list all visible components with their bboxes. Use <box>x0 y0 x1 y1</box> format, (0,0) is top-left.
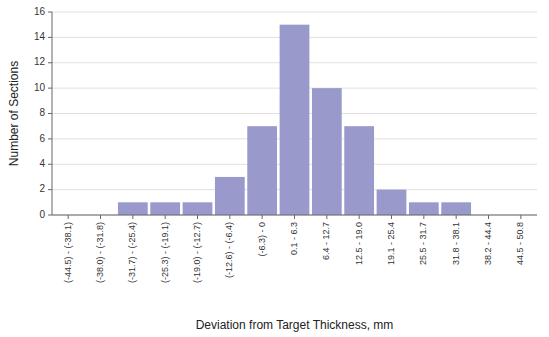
tick-mark <box>456 215 457 219</box>
tick-mark <box>100 215 101 219</box>
tick-mark <box>48 164 52 165</box>
tick-mark <box>48 62 52 63</box>
bar <box>150 202 180 215</box>
bar <box>215 177 245 215</box>
bar <box>280 25 310 215</box>
tick-label: 6 <box>39 133 45 144</box>
bar <box>409 202 439 215</box>
tick-label: (-6.3) - 0 <box>257 222 267 257</box>
tick-mark <box>423 215 424 219</box>
tick-label: 12 <box>34 56 46 67</box>
bar <box>377 190 407 215</box>
tick-mark <box>48 12 52 13</box>
grid-line <box>52 12 537 13</box>
tick-label: 19.1 - 25.4 <box>386 222 396 265</box>
y-axis-line <box>52 12 53 215</box>
tick-mark <box>262 215 263 219</box>
y-axis: 0 2 4 6 8 10 12 14 16 <box>34 6 52 220</box>
tick-label: 0.1 - 6.3 <box>289 222 299 255</box>
tick-mark <box>48 189 52 190</box>
tick-mark <box>229 215 230 219</box>
bar <box>312 88 342 215</box>
tick-label: 6.4 - 12.7 <box>321 222 331 260</box>
tick-label: 14 <box>34 31 46 42</box>
tick-label: (-44.5) - (-38.1) <box>63 222 73 283</box>
tick-label: 38.2 - 44.4 <box>483 222 493 265</box>
tick-label: (-38.0) - (-31.8) <box>95 222 105 283</box>
tick-label: (-19.0) - (-12.7) <box>192 222 202 283</box>
tick-label: 25.5 - 31.7 <box>418 222 428 265</box>
bar <box>247 126 277 215</box>
x-axis: (-44.5) - (-38.1) (-38.0) - (-31.8) (-31.7… <box>63 215 526 283</box>
tick-mark <box>48 138 52 139</box>
tick-label: 44.5 - 50.8 <box>515 222 525 265</box>
bar <box>118 202 148 215</box>
tick-mark <box>132 215 133 219</box>
tick-mark <box>326 215 327 219</box>
tick-mark <box>48 113 52 114</box>
tick-label: 10 <box>34 82 46 93</box>
bar <box>441 202 471 215</box>
tick-mark <box>294 215 295 219</box>
y-grid <box>52 12 537 215</box>
tick-label: (-31.7) - (-25.4) <box>127 222 137 283</box>
tick-label: 2 <box>39 183 45 194</box>
tick-mark <box>197 215 198 219</box>
tick-label: (-25.3) - (-19.1) <box>160 222 170 283</box>
y-axis-label: Number of Sections <box>7 61 21 166</box>
chart-svg: 0 2 4 6 8 10 12 14 16 (-44.5) - (-38.1) (-38.0) - … <box>0 0 549 337</box>
tick-label: (-12.6) - (-6.4) <box>224 222 234 278</box>
bar <box>344 126 374 215</box>
tick-mark <box>48 88 52 89</box>
tick-label: 12.5 - 19.0 <box>354 222 364 265</box>
bars <box>118 25 471 215</box>
tick-mark <box>48 215 52 216</box>
tick-mark <box>48 37 52 38</box>
tick-label: 0 <box>39 209 45 220</box>
tick-mark <box>359 215 360 219</box>
tick-mark <box>520 215 521 219</box>
tick-label: 16 <box>34 6 46 17</box>
tick-mark <box>165 215 166 219</box>
tick-label: 8 <box>39 107 45 118</box>
tick-mark <box>391 215 392 219</box>
tick-mark <box>68 215 69 219</box>
tick-label: 4 <box>39 158 45 169</box>
tick-label: 31.8 - 38.1 <box>451 222 461 265</box>
bar <box>183 202 213 215</box>
tick-mark <box>488 215 489 219</box>
x-axis-label: Deviation from Target Thickness, mm <box>196 318 394 332</box>
chart-container: 0 2 4 6 8 10 12 14 16 (-44.5) - (-38.1) (-38.0) - … <box>0 0 549 337</box>
